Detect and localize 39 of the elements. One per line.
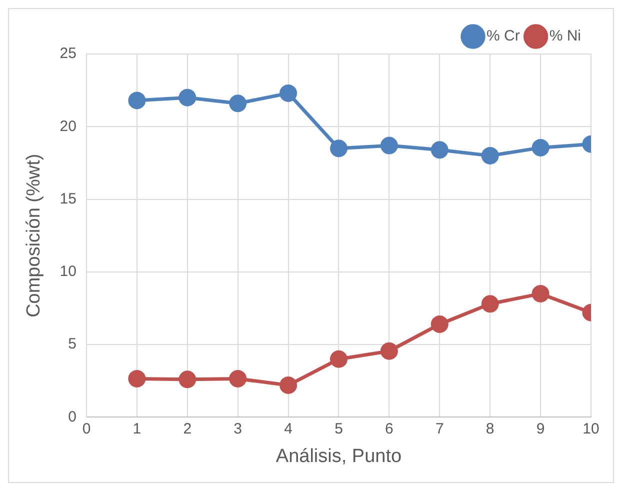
point [330, 350, 348, 368]
y-tick-label: 25 [60, 45, 76, 62]
point [128, 370, 146, 388]
point [532, 284, 550, 302]
legend-label: % Ni [549, 28, 581, 45]
point [330, 140, 348, 158]
point [229, 94, 247, 112]
point [280, 84, 298, 102]
point [178, 88, 196, 106]
x-tick-label: 7 [435, 420, 444, 438]
x-tick-label: 0 [82, 420, 91, 438]
point [430, 141, 448, 159]
x-tick-label: 10 [582, 420, 600, 438]
point [229, 370, 247, 388]
point [380, 342, 398, 360]
point [481, 146, 499, 164]
point [128, 92, 146, 110]
y-tick-label: 5 [68, 336, 76, 353]
x-tick-label: 5 [334, 420, 343, 438]
x-tick-label: 6 [385, 420, 394, 438]
x-tick-label: 3 [234, 420, 242, 438]
y-axis-title: Composición (%wt) [24, 154, 45, 318]
y-tick-label: 10 [60, 263, 76, 280]
x-axis-title: Análisis, Punto [276, 446, 402, 467]
x-tick-label: 8 [486, 420, 494, 438]
legend-label: % Cr [486, 28, 520, 45]
y-tick-label: 0 [68, 408, 76, 426]
point [481, 295, 499, 313]
point [280, 376, 298, 394]
x-tick-label: 2 [183, 420, 192, 438]
x-tick-label: 1 [132, 420, 142, 438]
point [380, 136, 398, 154]
x-tick-label: 9 [536, 420, 545, 438]
y-tick-label: 20 [60, 118, 76, 135]
point [430, 315, 448, 333]
point [178, 370, 196, 388]
point [532, 138, 550, 156]
y-tick-label: 15 [60, 190, 76, 208]
x-tick-label: 4 [284, 420, 292, 438]
